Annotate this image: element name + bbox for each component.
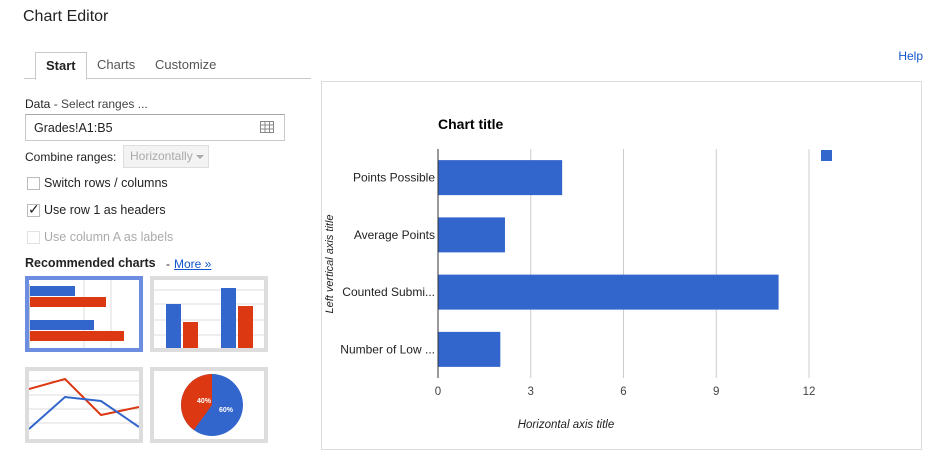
tab-customize[interactable]: Customize — [155, 57, 217, 72]
bar-chart: Chart title Points Possible Average Point… — [324, 116, 832, 431]
x-tick-label-2: 6 — [620, 386, 626, 398]
thumb-bar-chart[interactable] — [25, 276, 143, 352]
legend-swatch[interactable] — [821, 150, 832, 161]
switch-rows-checkbox[interactable] — [27, 177, 40, 190]
recommended-dash: - — [166, 257, 170, 271]
bar-0[interactable] — [438, 160, 563, 196]
thumb-line-chart[interactable] — [25, 367, 143, 443]
horizontal-axis-title[interactable]: Horizontal axis title — [518, 419, 615, 431]
use-row1-label: Use row 1 as headers — [44, 203, 166, 217]
checkmark-icon: ✓ — [28, 201, 40, 217]
vertical-axis-title[interactable]: Left vertical axis title — [324, 214, 336, 313]
thumb-pie-chart[interactable]: 40% 60% — [150, 367, 268, 443]
tab-charts[interactable]: Charts — [97, 57, 136, 72]
use-colA-label: Use column A as labels — [44, 230, 174, 244]
pie-label-40: 40% — [197, 398, 212, 405]
data-section-label: Data - Select ranges ... — [25, 97, 148, 111]
switch-rows-label: Switch rows / columns — [44, 176, 168, 190]
pie-chart-thumb-icon: 40% 60% — [180, 374, 243, 436]
pie-label-60: 60% — [219, 407, 234, 414]
chart-editor-title: Chart Editor — [23, 8, 109, 25]
line-chart-thumb-icon — [29, 377, 139, 430]
bar-1[interactable] — [438, 217, 505, 253]
recommended-charts-title: Recommended charts — [25, 256, 156, 270]
x-tick-label-1: 3 — [528, 386, 534, 398]
category-label-1: Average Points — [354, 228, 435, 242]
x-tick-label-0: 0 — [435, 386, 441, 398]
select-ranges-link[interactable]: - Select ranges ... — [50, 97, 148, 111]
use-row1-checkbox[interactable]: ✓ — [27, 201, 40, 217]
chevron-down-icon — [196, 155, 204, 159]
more-charts-link[interactable]: More » — [174, 257, 212, 271]
tab-start[interactable]: Start — [35, 52, 87, 80]
combine-ranges-label: Combine ranges: — [25, 150, 117, 164]
column-chart-thumb-icon — [154, 288, 264, 348]
thumb-column-chart[interactable] — [150, 276, 268, 352]
bar-chart-thumb-icon — [29, 280, 124, 348]
data-range-input[interactable] — [25, 114, 285, 141]
editor-tabs: Start Charts Customize — [24, 52, 311, 80]
data-label: Data — [25, 97, 51, 111]
help-link[interactable]: Help — [898, 49, 923, 63]
category-label-3: Number of Low ... — [340, 342, 435, 356]
category-label-0: Points Possible — [353, 171, 435, 185]
x-tick-label-4: 12 — [803, 386, 816, 398]
category-label-2: Counted Submi... — [342, 285, 435, 299]
chart-preview-panel: Chart title Points Possible Average Point… — [321, 81, 922, 450]
range-grid-icon[interactable] — [260, 121, 274, 133]
x-tick-label-3: 9 — [713, 386, 719, 398]
combine-ranges-value: Horizontally — [130, 149, 193, 163]
bar-3[interactable] — [438, 331, 501, 367]
bar-2[interactable] — [438, 274, 779, 310]
chart-title[interactable]: Chart title — [438, 116, 504, 132]
combine-ranges-select: Horizontally — [123, 145, 209, 168]
use-colA-checkbox — [27, 231, 40, 244]
